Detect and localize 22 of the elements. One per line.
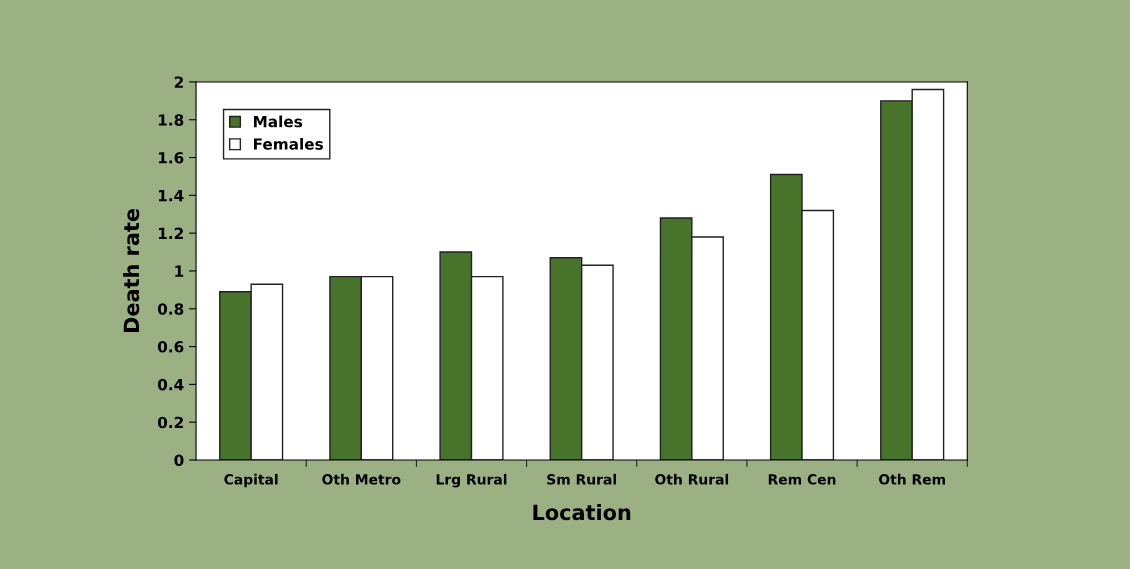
y-tick-label: 0 bbox=[174, 454, 184, 466]
x-tick-label: Capital bbox=[224, 473, 278, 488]
y-tick-label: 2 bbox=[174, 76, 183, 88]
legend-label: Males bbox=[253, 115, 303, 128]
y-tick-label: 1.8 bbox=[158, 114, 184, 126]
x-tick-label: Oth Rural bbox=[655, 473, 729, 485]
y-tick-label: 1.4 bbox=[158, 190, 184, 202]
y-tick-label: 0.6 bbox=[157, 341, 184, 353]
y-tick-label: 1 bbox=[175, 265, 184, 277]
y-tick-label: 1.2 bbox=[158, 227, 183, 239]
y-tick-label: 0.8 bbox=[157, 303, 184, 315]
x-tick-label: Oth Metro bbox=[322, 473, 401, 485]
x-tick-label: Lrg Rural bbox=[436, 473, 507, 488]
y-tick-label: 1.6 bbox=[158, 152, 184, 164]
legend-label: Females bbox=[253, 137, 323, 150]
y-tick-label: 0.2 bbox=[157, 416, 183, 429]
x-axis-title: Location bbox=[533, 504, 631, 521]
x-tick-label: Rem Cen bbox=[768, 474, 836, 485]
x-tick-label: Sm Rural bbox=[547, 473, 616, 485]
y-tick-label: 0.4 bbox=[157, 378, 184, 391]
x-tick-label: Oth Rem bbox=[879, 473, 945, 485]
y-axis-title: Death rate bbox=[123, 208, 140, 333]
